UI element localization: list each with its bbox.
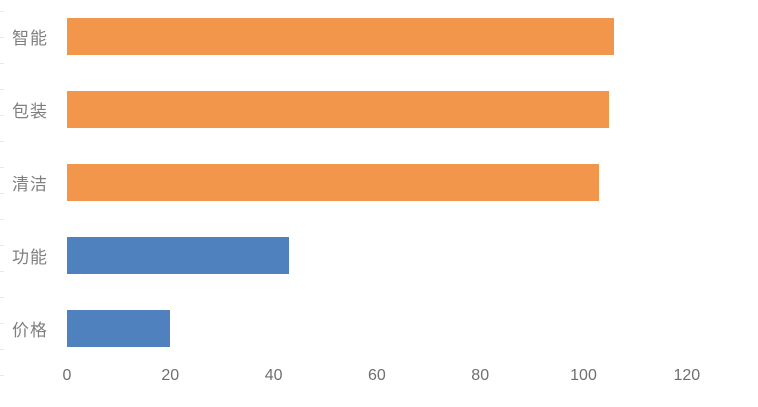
category-label: 功能	[12, 248, 48, 268]
x-axis-tick-label: 120	[673, 367, 701, 384]
spreadsheet-gridline-stubs	[0, 11, 4, 395]
x-axis-tick-label: 100	[570, 367, 597, 384]
category-label: 价格	[12, 321, 48, 341]
bar-包装	[67, 91, 609, 128]
bar-功能	[67, 237, 289, 274]
x-axis-tick-label: 0	[62, 367, 72, 384]
category-label: 包装	[12, 102, 48, 122]
bar-智能	[67, 18, 614, 55]
bar-清洁	[67, 164, 599, 201]
category-label: 清洁	[12, 175, 48, 195]
x-axis-tick-label: 20	[161, 367, 180, 384]
x-axis-tick-label: 80	[471, 367, 490, 384]
category-label: 智能	[12, 29, 48, 49]
x-axis-tick-label: 60	[367, 367, 386, 384]
bar-价格	[67, 310, 170, 347]
x-axis-tick-label: 40	[264, 367, 283, 384]
